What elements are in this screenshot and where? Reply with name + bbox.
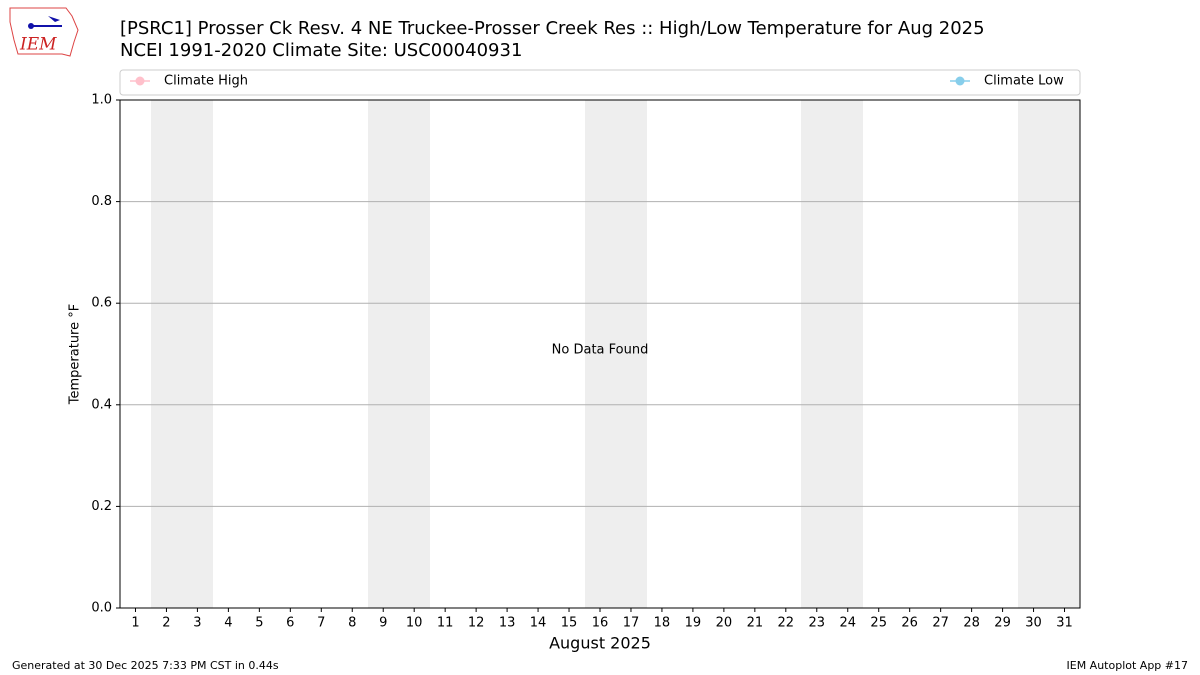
legend-marker: [955, 76, 965, 86]
x-tick-label: 1: [131, 616, 139, 631]
logo-text: IEM: [19, 35, 57, 55]
logo: IEM: [9, 7, 79, 57]
weekend-band: [151, 100, 213, 608]
x-tick-label: 18: [654, 616, 671, 631]
x-tick-label: 11: [437, 616, 454, 631]
chart-title: [PSRC1] Prosser Ck Resv. 4 NE Truckee-Pr…: [120, 18, 985, 39]
x-tick-label: 30: [1025, 616, 1042, 631]
weekend-band: [368, 100, 430, 608]
x-tick-label: 9: [379, 616, 387, 631]
chart-subtitle: NCEI 1991-2020 Climate Site: USC00040931: [120, 40, 522, 61]
y-tick-label: 0.6: [91, 296, 112, 311]
annotation: No Data Found: [552, 343, 649, 358]
y-tick-label: 0.0: [91, 601, 112, 616]
x-tick-label: 22: [778, 616, 795, 631]
y-tick-label: 1.0: [91, 93, 112, 108]
x-tick-label: 6: [286, 616, 294, 631]
x-tick-label: 10: [406, 616, 423, 631]
x-tick-label: 16: [592, 616, 609, 631]
x-tick-label: 8: [348, 616, 356, 631]
y-tick-label: 0.4: [91, 397, 112, 412]
y-tick-label: 0.8: [91, 194, 112, 209]
x-tick-label: 27: [932, 616, 949, 631]
x-tick-label: 24: [839, 616, 856, 631]
y-tick-label: 0.2: [91, 499, 112, 514]
x-tick-label: 7: [317, 616, 325, 631]
footer-right: IEM Autoplot App #17: [1067, 659, 1189, 672]
x-tick-label: 28: [963, 616, 980, 631]
y-axis-label: Temperature °F: [68, 304, 83, 405]
legend-label: Climate Low: [984, 74, 1064, 89]
x-tick-label: 2: [162, 616, 170, 631]
x-tick-label: 12: [468, 616, 485, 631]
x-tick-label: 15: [561, 616, 578, 631]
x-axis-label: August 2025: [549, 634, 651, 653]
x-tick-label: 23: [809, 616, 826, 631]
weekend-band: [801, 100, 863, 608]
x-tick-label: 21: [747, 616, 764, 631]
x-tick-label: 31: [1056, 616, 1073, 631]
legend-label: Climate High: [164, 74, 248, 89]
logo-outline: [9, 7, 79, 57]
x-tick-label: 19: [685, 616, 702, 631]
legend-box: [119, 69, 1081, 96]
x-tick-label: 13: [499, 616, 516, 631]
footer-left: Generated at 30 Dec 2025 7:33 PM CST in …: [12, 659, 279, 672]
x-tick-label: 25: [870, 616, 887, 631]
logo-dot: [28, 23, 34, 29]
x-tick-label: 3: [193, 616, 201, 631]
x-tick-label: 4: [224, 616, 232, 631]
x-tick-label: 20: [716, 616, 733, 631]
x-tick-label: 5: [255, 616, 263, 631]
weekend-band: [585, 100, 647, 608]
x-tick-label: 17: [623, 616, 640, 631]
x-tick-label: 26: [901, 616, 918, 631]
x-tick-label: 29: [994, 616, 1011, 631]
legend-marker: [135, 76, 145, 86]
logo-flag: [48, 16, 60, 22]
weekend-band: [1018, 100, 1080, 608]
weekend-bands: [151, 100, 1080, 608]
x-tick-label: 14: [530, 616, 547, 631]
